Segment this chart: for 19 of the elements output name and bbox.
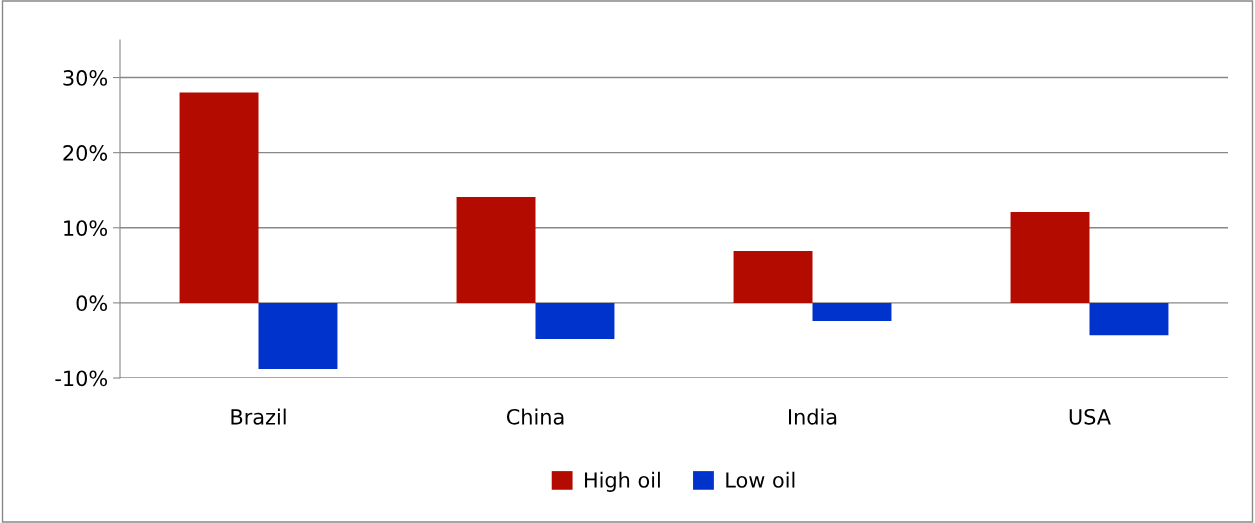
x-tick-label: India <box>788 408 837 425</box>
x-tick-label: USA <box>1069 408 1111 425</box>
bar <box>456 196 536 303</box>
legend-label: Low oil <box>726 471 795 488</box>
bar <box>1089 302 1169 336</box>
y-tick-label: 20% <box>63 145 108 161</box>
x-tick-label: Brazil <box>231 408 286 425</box>
bar <box>1010 212 1090 303</box>
legend-label: High oil <box>585 471 660 492</box>
bar <box>812 302 892 321</box>
x-tick-label: China <box>506 408 564 425</box>
y-tick-label: 10% <box>64 220 108 236</box>
y-tick-label: 30% <box>63 70 108 86</box>
bar <box>535 302 615 339</box>
y-tick-label: -10% <box>55 370 108 387</box>
y-tick-label: 0% <box>76 295 108 312</box>
bar <box>179 92 259 303</box>
bar <box>258 302 338 369</box>
bar <box>733 251 813 303</box>
